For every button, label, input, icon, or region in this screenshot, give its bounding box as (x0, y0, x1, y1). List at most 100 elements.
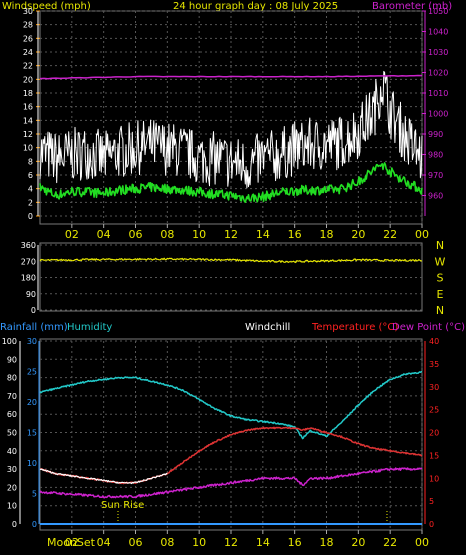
barometer-axis-tick-label: 960 (428, 192, 443, 201)
wind-axis-tick-label: 8 (28, 157, 33, 166)
wind-axis-tick-label: 2 (28, 198, 33, 207)
dewpoint-series-line (39, 467, 423, 499)
temperature-axis-tick-label: 20 (429, 429, 439, 438)
rainfall-axis-tick-label: 30 (27, 337, 37, 346)
direction-axis-tick-label: 360 (21, 241, 36, 250)
humidity-axis-tick-label: 100 (2, 337, 17, 346)
humidity-axis-label: Humidity (67, 322, 112, 333)
temperature-axis-tick-label: 5 (429, 497, 434, 506)
wind-axis-tick-label: 16 (23, 103, 33, 112)
rainfall-axis-tick-label: 15 (27, 429, 37, 438)
barometer-axis-tick-label: 1030 (428, 48, 448, 57)
wind-x-tick-label: 16 (288, 228, 302, 241)
wind-axis-tick-label: 26 (23, 34, 33, 43)
wind-axis-tick-label: 10 (23, 144, 33, 153)
temp-x-tick-label: 22 (383, 536, 397, 549)
wind-axis-tick-label: 14 (23, 116, 33, 125)
temperature-axis-tick-label: 35 (429, 360, 439, 369)
humidity-axis-tick-label: 20 (7, 483, 17, 492)
wind-x-tick-label: 02 (65, 228, 79, 241)
temp-x-tick-label: 16 (288, 536, 302, 549)
temperature-axis-tick-label: 10 (429, 474, 439, 483)
barometer-axis-tick-label: 980 (428, 151, 443, 160)
wind-x-tick-label: 20 (351, 228, 365, 241)
barometer-axis-tick-label: 1050 (428, 7, 448, 16)
humidity-axis-tick-label: 60 (7, 410, 17, 419)
windchill-label: Windchill (245, 322, 290, 333)
compass-label: N (436, 304, 444, 317)
wind-x-tick-label: 00 (415, 228, 429, 241)
gust-series-line (39, 70, 423, 189)
temp-x-tick-label: 12 (224, 536, 238, 549)
humidity-axis-tick-label: 90 (7, 355, 17, 364)
wind-x-tick-label: 22 (383, 228, 397, 241)
wind-axis-tick-label: 28 (23, 21, 33, 30)
temperature-axis-label: Temperature (°C) (311, 322, 398, 333)
wind-axis-tick-label: 20 (23, 75, 33, 84)
windspeed-axis-label: Windspeed (mph) (2, 1, 91, 12)
barometer-series-line (39, 74, 423, 80)
rainfall-axis-tick-label: 25 (27, 368, 37, 377)
compass-label: N (436, 239, 444, 252)
direction-axis-tick-label: 270 (21, 257, 36, 266)
wind-axis-tick-label: 30 (23, 7, 33, 16)
rainfall-axis-tick-label: 0 (32, 520, 37, 529)
compass-label: S (437, 272, 444, 285)
wind-axis-tick-label: 6 (28, 171, 33, 180)
barometer-axis-tick-label: 1040 (428, 28, 448, 37)
temperature-axis-tick-label: 15 (429, 451, 439, 460)
wind-x-tick-label: 06 (129, 228, 143, 241)
barometer-axis-tick-label: 970 (428, 171, 443, 180)
dewpoint-axis-label: Dew Point (°C) (392, 322, 465, 333)
compass-label: W (435, 255, 446, 268)
humidity-axis-tick-label: 10 (7, 502, 17, 511)
temp-x-tick-label: 02 (65, 536, 79, 549)
rainfall-axis-label: Rainfall (mm) (0, 322, 68, 333)
wind-x-tick-label: 14 (256, 228, 270, 241)
temperature-axis-tick-label: 25 (429, 406, 439, 415)
direction-axis-tick-label: 90 (26, 290, 36, 299)
barometer-axis-tick-label: 1000 (428, 110, 448, 119)
humidity-axis-tick-label: 80 (7, 374, 17, 383)
wind-axis-tick-label: 0 (28, 212, 33, 221)
windchill-series-line (39, 468, 168, 485)
direction-axis-tick-label: 180 (21, 274, 36, 283)
humidity-axis-tick-label: 70 (7, 392, 17, 401)
moonset-label: MoonSet (47, 536, 96, 549)
temp-x-tick-label: 06 (129, 536, 143, 549)
temperature-axis-tick-label: 0 (429, 520, 434, 529)
barometer-axis-tick-label: 990 (428, 130, 443, 139)
direction-series-line (39, 257, 423, 264)
rainfall-axis-tick-label: 5 (32, 490, 37, 499)
wind-x-tick-label: 08 (160, 228, 174, 241)
graph-title: 24 hour graph day : 08 July 2025 (173, 1, 338, 12)
barometer-axis-label: Barometer (mb) (372, 1, 452, 12)
humidity-axis-tick-label: 0 (12, 520, 17, 529)
temp-x-tick-label: 08 (160, 536, 174, 549)
wind-axis-tick-label: 4 (28, 185, 33, 194)
temperature-axis-tick-label: 40 (429, 337, 439, 346)
sunrise-label: Sun Rise (101, 500, 144, 511)
compass-label: E (437, 288, 444, 301)
wind-x-tick-label: 12 (224, 228, 238, 241)
wind-x-tick-label: 18 (320, 228, 334, 241)
rainfall-axis-tick-label: 10 (27, 459, 37, 468)
temp-x-tick-label: 14 (256, 536, 270, 549)
temperature-axis-tick-label: 30 (429, 383, 439, 392)
temp-x-tick-label: 04 (97, 536, 111, 549)
temp-x-tick-label: 18 (320, 536, 334, 549)
wind-axis-tick-label: 22 (23, 62, 33, 71)
temp-x-tick-label: 10 (192, 536, 206, 549)
barometer-axis-tick-label: 1020 (428, 69, 448, 78)
humidity-axis-tick-label: 30 (7, 465, 17, 474)
rainfall-axis-tick-label: 20 (27, 398, 37, 407)
windspeed-series-line (39, 162, 423, 203)
wind-x-tick-label: 04 (97, 228, 111, 241)
wind-axis-tick-label: 24 (23, 48, 33, 57)
wind-x-tick-label: 10 (192, 228, 206, 241)
humidity-axis-tick-label: 40 (7, 447, 17, 456)
barometer-axis-tick-label: 1010 (428, 89, 448, 98)
humidity-series-line (39, 371, 423, 440)
wind-axis-tick-label: 12 (23, 130, 33, 139)
